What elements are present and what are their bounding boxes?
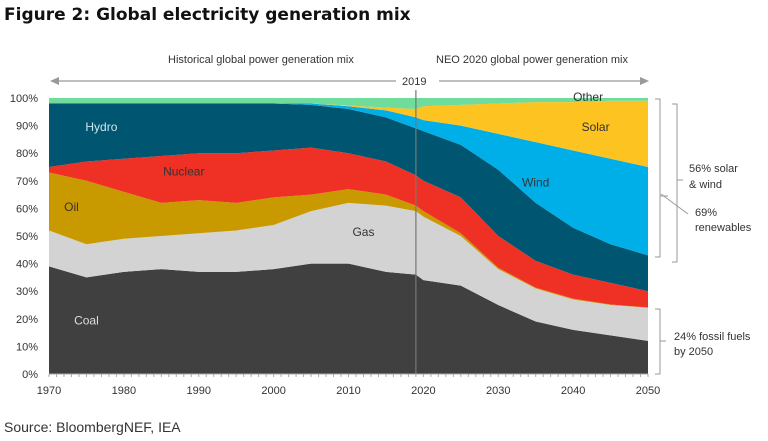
series-label-wind: Wind <box>522 175 549 189</box>
series-label-nuclear: Nuclear <box>163 164 204 178</box>
series-label-coal: Coal <box>74 313 99 327</box>
y-tick-label: 30% <box>16 286 38 298</box>
area-oil <box>49 172 648 308</box>
fossil-note-2: by 2050 <box>674 346 713 358</box>
area-other <box>49 98 648 110</box>
y-tick-label: 10% <box>16 341 38 353</box>
y-tick-label: 70% <box>16 176 38 188</box>
x-tick-label: 2000 <box>261 385 285 397</box>
x-tick-label: 1990 <box>187 385 211 397</box>
solar-wind-bracket <box>672 103 683 263</box>
historical-arrowhead <box>50 77 59 85</box>
renewables-bracket <box>655 98 668 258</box>
series-label-gas: Gas <box>352 225 374 239</box>
forecast-arrowhead <box>640 77 649 85</box>
y-tick-label: 80% <box>16 148 38 160</box>
y-tick-label: 100% <box>10 93 38 105</box>
x-tick-label: 1980 <box>112 385 136 397</box>
y-tick-label: 40% <box>16 259 38 271</box>
series-label-solar: Solar <box>582 120 610 134</box>
x-tick-label: 1970 <box>37 385 61 397</box>
area-hydro <box>49 103 648 292</box>
area-coal <box>49 263 648 374</box>
y-tick-label: 50% <box>16 231 38 243</box>
renewables-note-1: 69% <box>695 207 717 219</box>
renewables-note-2: renewables <box>695 222 752 234</box>
area-solar <box>49 100 648 167</box>
area-gas <box>49 202 648 341</box>
fossil-bracket <box>655 308 666 375</box>
x-tick-label: 2050 <box>636 385 660 397</box>
series-label-other: Other <box>573 90 603 104</box>
solar-wind-note-2: & wind <box>689 179 722 191</box>
renewables-pointer <box>660 193 689 215</box>
areas <box>49 98 648 374</box>
y-tick-label: 90% <box>16 121 38 133</box>
series-label-hydro: Hydro <box>85 120 117 134</box>
divider-year-label: 2019 <box>402 76 426 88</box>
series-labels: Coal Gas Oil Nuclear Hydro Wind Solar Other <box>64 90 609 328</box>
x-tick-label: 2020 <box>411 385 435 397</box>
x-tick-label: 2010 <box>336 385 360 397</box>
series-label-oil: Oil <box>64 200 79 214</box>
historical-label: Historical global power generation mix <box>168 54 354 66</box>
fossil-note-1: 24% fossil fuels <box>674 331 751 343</box>
area-wind <box>49 103 648 256</box>
x-tick-label: 2030 <box>486 385 510 397</box>
y-tick-label: 0% <box>22 369 38 381</box>
axes: 1970 1980 1990 2000 2010 2020 2030 2040 2050 0% 10… <box>10 90 660 397</box>
x-tick-label: 2040 <box>561 385 585 397</box>
source-note: Source: BloombergNEF, IEA <box>4 419 181 435</box>
y-tick-label: 60% <box>16 203 38 215</box>
forecast-label: NEO 2020 global power generation mix <box>436 54 629 66</box>
chart-title: Figure 2: Global electricity generation … <box>4 5 411 25</box>
solar-wind-note-1: 56% solar <box>689 163 738 175</box>
y-tick-label: 20% <box>16 314 38 326</box>
area-nuclear <box>49 147 648 308</box>
